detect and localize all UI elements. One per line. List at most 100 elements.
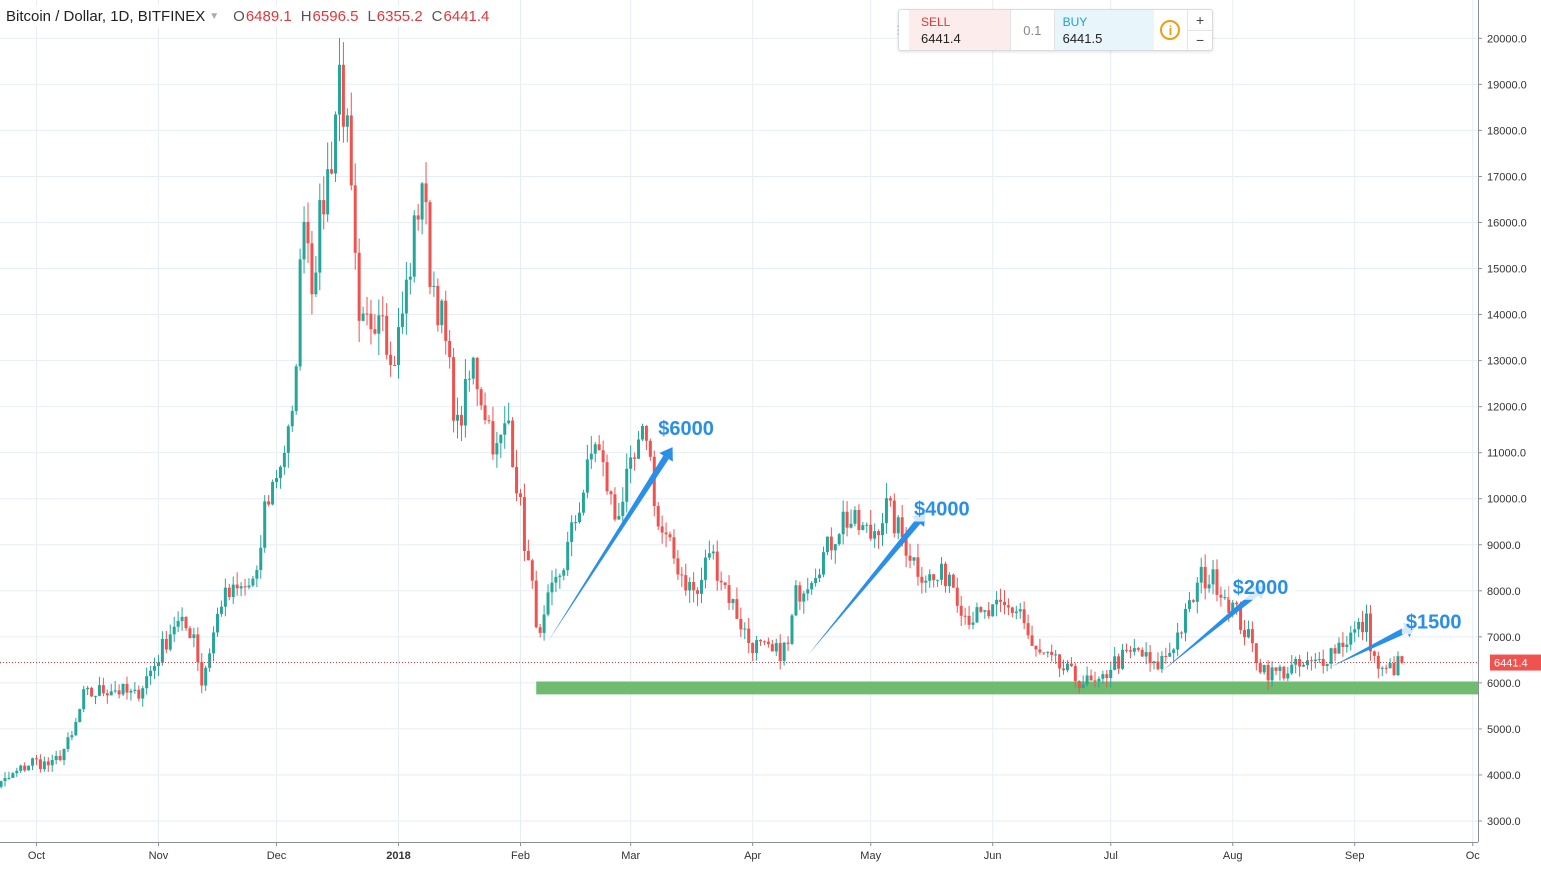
candle-body bbox=[593, 444, 597, 454]
price-tick-label: 7000.0 bbox=[1487, 632, 1521, 644]
candle-body bbox=[357, 252, 361, 321]
candle-body bbox=[475, 357, 479, 390]
decrease-button[interactable]: − bbox=[1196, 32, 1205, 49]
increase-button[interactable]: + bbox=[1188, 10, 1213, 31]
drag-handle-icon[interactable]: ⋮⋮ bbox=[892, 23, 916, 37]
candle-body bbox=[652, 456, 656, 506]
symbol-dropdown-caret-icon[interactable]: ▼ bbox=[209, 10, 220, 22]
candle-body bbox=[1054, 654, 1058, 656]
candle-body bbox=[936, 579, 940, 581]
candle-body bbox=[814, 578, 818, 583]
annotation-label: $1500 bbox=[1406, 611, 1462, 633]
candle-body bbox=[554, 576, 558, 583]
price-tick-label: 19000.0 bbox=[1487, 79, 1527, 91]
price-tick-label: 5000.0 bbox=[1487, 724, 1521, 736]
time-tick-label: Oc bbox=[1466, 850, 1481, 862]
candle-body bbox=[1290, 664, 1294, 674]
candle-body bbox=[78, 709, 82, 722]
candle-body bbox=[86, 687, 90, 690]
candle-body bbox=[1085, 675, 1089, 685]
candle-body bbox=[74, 721, 78, 736]
price-axis-bg bbox=[1478, 0, 1541, 872]
candle-body bbox=[735, 599, 739, 619]
quantity-field[interactable]: 0.1 bbox=[1010, 10, 1055, 50]
sell-button[interactable]: SELL 6441.4 bbox=[909, 10, 1011, 50]
candle-body bbox=[1392, 663, 1396, 676]
candle-body bbox=[444, 300, 448, 341]
candle-body bbox=[1172, 649, 1176, 653]
candle-body bbox=[50, 760, 54, 766]
candle-body bbox=[471, 357, 475, 379]
symbol-title[interactable]: Bitcoin / Dollar, 1D, BITFINEX bbox=[6, 7, 206, 25]
time-tick-label: Nov bbox=[149, 850, 169, 862]
candle-body bbox=[1121, 649, 1125, 669]
candle-body bbox=[747, 628, 751, 644]
candle-body bbox=[640, 426, 644, 440]
candle-body bbox=[0, 781, 3, 787]
candle-body bbox=[751, 643, 755, 654]
time-tick-label: Oct bbox=[28, 850, 45, 862]
candle-body bbox=[526, 550, 530, 561]
candle-body bbox=[865, 524, 869, 526]
candle-body bbox=[1235, 602, 1239, 605]
candle-body bbox=[841, 511, 845, 535]
candle-body bbox=[837, 534, 841, 545]
candle-body bbox=[11, 773, 15, 778]
candle-body bbox=[794, 585, 798, 616]
price-tick-label: 11000.0 bbox=[1487, 448, 1526, 460]
candle-body bbox=[1136, 648, 1140, 650]
candle-body bbox=[345, 115, 349, 127]
candle-body bbox=[534, 580, 538, 628]
candle-body bbox=[833, 544, 837, 551]
candle-body bbox=[1211, 569, 1215, 585]
candle-body bbox=[377, 315, 381, 334]
candle-body bbox=[330, 169, 334, 174]
candle-body bbox=[585, 459, 589, 493]
candle-body bbox=[1313, 659, 1317, 662]
candle-body bbox=[94, 695, 98, 697]
candle-body bbox=[888, 498, 892, 501]
price-tick-label: 9000.0 bbox=[1487, 540, 1521, 552]
candle-body bbox=[849, 523, 853, 528]
candle-body bbox=[239, 586, 243, 589]
candle-body bbox=[180, 616, 184, 622]
candle-body bbox=[955, 587, 959, 606]
candle-body bbox=[1262, 664, 1266, 673]
info-icon: i bbox=[1160, 20, 1181, 40]
candle-body bbox=[156, 662, 160, 667]
candle-body bbox=[1400, 656, 1404, 663]
candle-body bbox=[436, 285, 440, 326]
candle-body bbox=[625, 468, 629, 502]
candle-body bbox=[15, 770, 19, 774]
candle-body bbox=[1199, 566, 1203, 583]
candle-body bbox=[1089, 675, 1093, 681]
candle-body bbox=[212, 632, 216, 654]
candle-body bbox=[117, 690, 121, 695]
candle-body bbox=[1341, 642, 1345, 647]
time-axis-bg bbox=[0, 842, 1541, 872]
buy-button[interactable]: BUY 6441.5 bbox=[1054, 10, 1154, 50]
candle-body bbox=[810, 582, 814, 590]
candle-body bbox=[499, 434, 503, 444]
candle-body bbox=[7, 777, 11, 779]
time-tick-label: Mar bbox=[621, 850, 640, 862]
candle-body bbox=[723, 582, 727, 586]
candle-body bbox=[963, 615, 967, 617]
candle-body bbox=[1164, 655, 1168, 657]
candle-body bbox=[664, 532, 668, 535]
candle-body bbox=[511, 420, 515, 468]
growth-arrowhead bbox=[659, 447, 673, 462]
candle-body bbox=[790, 615, 794, 644]
price-tick-label: 8000.0 bbox=[1487, 586, 1521, 598]
close-value: 6441.4 bbox=[443, 7, 490, 25]
candle-body bbox=[857, 510, 861, 530]
candle-body bbox=[46, 761, 50, 766]
candle-body bbox=[1109, 669, 1113, 679]
candle-body bbox=[1093, 680, 1097, 682]
info-button[interactable]: i bbox=[1154, 10, 1188, 50]
candle-body bbox=[263, 501, 267, 548]
price-tick-label: 6000.0 bbox=[1487, 678, 1521, 690]
candle-body bbox=[385, 315, 389, 355]
candle-body bbox=[255, 569, 259, 579]
